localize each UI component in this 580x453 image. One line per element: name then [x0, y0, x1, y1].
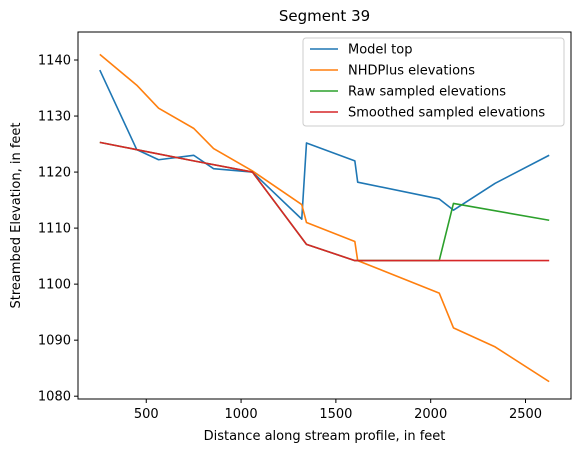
chart-title: Segment 39	[279, 7, 370, 25]
y-tick-label: 1090	[38, 334, 71, 349]
x-axis-label: Distance along stream profile, in feet	[204, 429, 446, 444]
x-tick-label: 2500	[509, 407, 542, 422]
x-tick-label: 500	[134, 407, 159, 422]
legend-label-1: NHDPlus elevations	[348, 64, 475, 79]
y-tick-label: 1080	[38, 390, 71, 405]
legend-box	[302, 37, 565, 127]
y-tick-label: 1110	[38, 222, 71, 237]
legend-label-2: Raw sampled elevations	[348, 85, 506, 100]
y-axis: 1080 1090 1100 1110 1120 1130 1140	[38, 54, 78, 405]
y-tick-label: 1140	[38, 54, 71, 69]
plot-frame	[77, 31, 572, 400]
series-line-0	[99, 69, 550, 220]
series-line-1	[99, 53, 550, 383]
legend: Model top NHDPlus elevations Raw sampled e…	[302, 37, 565, 127]
series-line-2	[99, 141, 550, 262]
legend-label-3: Smoothed sampled elevations	[348, 106, 545, 121]
y-tick-label: 1100	[38, 278, 71, 293]
y-tick-label: 1120	[38, 166, 71, 181]
x-tick-label: 2000	[414, 407, 447, 422]
legend-label-0: Model top	[348, 43, 412, 58]
series-line-3	[99, 141, 550, 262]
x-axis: 500 1000 1500 2000 2500	[134, 399, 542, 422]
x-tick-label: 1000	[225, 407, 258, 422]
y-tick-label: 1130	[38, 110, 71, 125]
series-layer	[99, 53, 550, 383]
y-axis-label: Streambed Elevation, in feet	[9, 123, 24, 309]
x-tick-label: 1500	[319, 407, 352, 422]
